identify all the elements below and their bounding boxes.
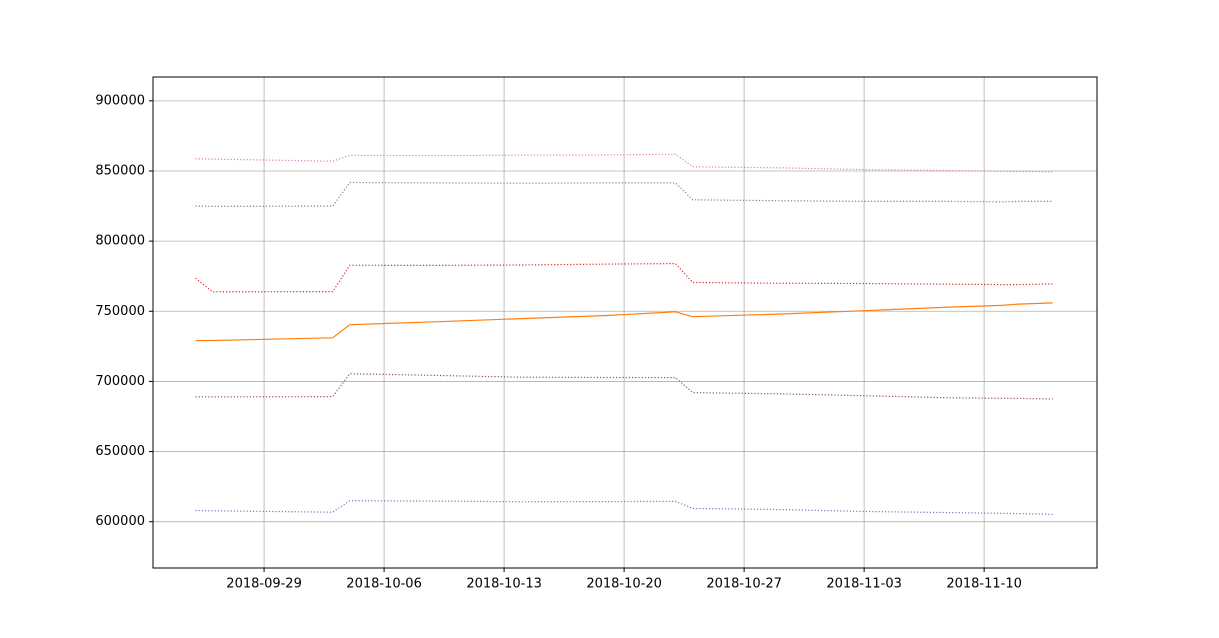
y-tick-label: 600000 — [95, 514, 145, 529]
x-tick-label: 2018-11-10 — [946, 577, 1022, 592]
series-line — [195, 302, 1053, 342]
series-line — [195, 500, 1053, 515]
x-tick-label: 2018-10-13 — [466, 577, 542, 592]
y-tick-label: 850000 — [95, 163, 145, 178]
x-tick-label: 2018-10-20 — [586, 577, 662, 592]
x-tick-label: 2018-09-29 — [226, 577, 302, 592]
y-tick-label: 700000 — [95, 374, 145, 389]
y-tick-label: 800000 — [95, 234, 145, 249]
x-tick-label: 2018-11-03 — [826, 577, 902, 592]
x-tick-label: 2018-10-06 — [346, 577, 422, 592]
y-tick-label: 750000 — [95, 304, 145, 319]
y-tick-label: 650000 — [95, 444, 145, 459]
plot-frame — [152, 76, 1098, 569]
y-tick-label: 900000 — [95, 93, 145, 108]
x-tick-label: 2018-10-27 — [706, 577, 782, 592]
series-line — [195, 153, 1053, 173]
